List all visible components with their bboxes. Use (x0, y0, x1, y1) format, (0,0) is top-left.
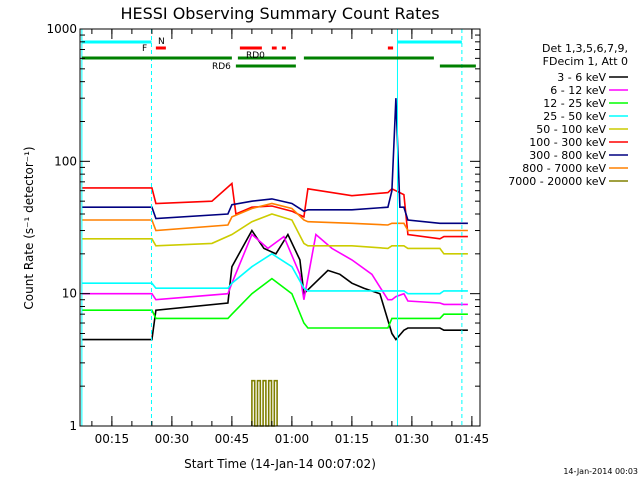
vertical-marker-lines (81, 29, 463, 426)
y-tick-label: 10 (62, 287, 77, 301)
series-line-6-12-kev (81, 232, 468, 306)
flag-label-rd6: RD6 (212, 62, 231, 72)
y-axis: 1 10 100 1000 (46, 22, 480, 433)
y-tick-label: 100 (54, 154, 77, 168)
legend-header-line-1: FDecim 1, Att 0 (543, 55, 628, 68)
flag-label-n: N (158, 37, 165, 47)
x-tick-label: 01:45 (455, 432, 490, 446)
legend-label-100-300-kev: 100 - 300 keV (529, 136, 606, 149)
x-tick-label: 00:15 (95, 432, 130, 446)
legend-label-7000-20000-kev: 7000 - 20000 keV (508, 175, 606, 188)
y-tick-label: 1 (69, 419, 77, 433)
flag-label-rd0: RD0 (246, 51, 265, 61)
y-tick-label: 1000 (46, 22, 77, 36)
legend-label-25-50-kev: 25 - 50 keV (543, 110, 606, 123)
flag-label-f: F (142, 44, 147, 54)
chart-title: HESSI Observing Summary Count Rates (120, 4, 439, 23)
series-line-100-300-kev (81, 181, 468, 240)
y-axis-label: Count Rate (s⁻¹ detector⁻¹) (22, 146, 36, 309)
series-line-300-800-kev (81, 98, 468, 225)
x-tick-label: 00:45 (215, 432, 250, 446)
legend: Det 1,3,5,6,7,9,FDecim 1, Att 0 3 - 6 keV… (508, 42, 628, 188)
legend-label-6-12-kev: 6 - 12 keV (550, 84, 606, 97)
x-tick-label: 01:30 (395, 432, 430, 446)
series-line-50-100-kev (81, 213, 468, 255)
series-line-12-25-kev (81, 277, 468, 329)
x-tick-label: 01:00 (275, 432, 310, 446)
x-axis-label: Start Time (14-Jan-14 00:07:02) (184, 457, 376, 471)
series-line-800-7000-kev (81, 202, 468, 232)
series-line-25-50-kev (81, 252, 468, 295)
legend-label-12-25-kev: 12 - 25 keV (543, 97, 606, 110)
x-tick-label: 00:30 (155, 432, 190, 446)
legend-label-50-100-kev: 50 - 100 keV (536, 123, 606, 136)
footer-timestamp: 14-Jan-2014 00:03 (563, 467, 638, 476)
legend-label-3-6-kev: 3 - 6 keV (557, 71, 606, 84)
plot-frame (79, 28, 481, 427)
legend-header-line-0: Det 1,3,5,6,7,9, (542, 42, 628, 55)
flag-bars: N F RD0 RD6 (81, 37, 476, 72)
x-axis: 00:15 00:30 00:45 01:00 01:15 01:30 01:45 (91, 29, 490, 446)
series-line-7000-20000-kev (251, 379, 278, 427)
x-tick-label: 01:15 (335, 432, 370, 446)
series-line-3-6-kev (81, 228, 468, 341)
legend-label-800-7000-kev: 800 - 7000 keV (522, 162, 606, 175)
plot-lines (81, 98, 468, 427)
legend-label-300-800-kev: 300 - 800 keV (529, 149, 606, 162)
